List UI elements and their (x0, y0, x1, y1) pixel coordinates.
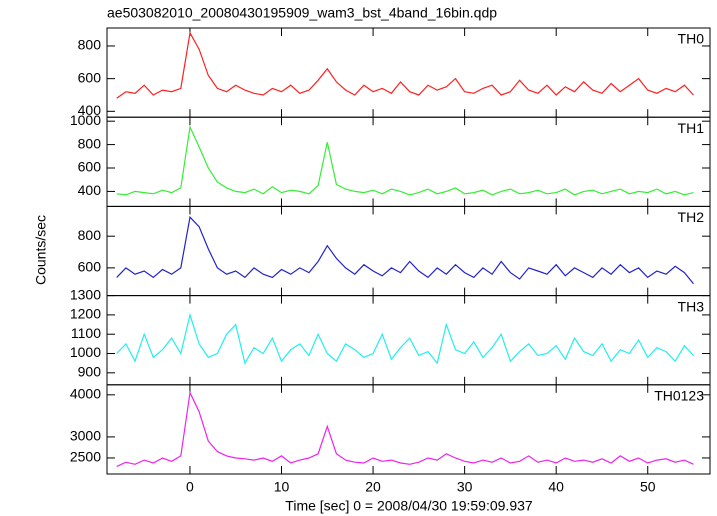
y-tick-label: 2500 (70, 449, 101, 465)
y-tick-label: 400 (78, 102, 102, 118)
x-tick-label: 50 (640, 479, 656, 495)
y-tick-label: 1100 (71, 325, 101, 341)
y-tick-label: 800 (78, 37, 102, 53)
light-curve (117, 127, 694, 195)
y-tick-label: 3000 (70, 428, 101, 444)
y-tick-label: 1200 (70, 306, 101, 322)
y-tick-label: 800 (78, 227, 102, 243)
panel-frame (106, 116, 711, 207)
light-curve (117, 315, 694, 363)
x-tick-label: 30 (457, 479, 473, 495)
y-axis-label: Counts/sec (33, 215, 49, 285)
x-tick-label: 10 (274, 479, 290, 495)
panel-label: TH0 (678, 31, 705, 47)
light-curve (117, 217, 694, 284)
y-tick-label: 600 (78, 259, 102, 275)
panel-label: TH0123 (654, 388, 704, 404)
x-tick-label: 20 (365, 479, 381, 495)
panel-frame (106, 384, 711, 475)
y-tick-label: 600 (78, 159, 102, 175)
y-tick-label: 1000 (70, 112, 101, 128)
y-tick-label: 400 (78, 182, 102, 198)
chart-title: ae503082010_20080430195909_wam3_bst_4ban… (107, 5, 497, 21)
y-tick-label: 600 (78, 69, 102, 85)
x-tick-label: 0 (186, 479, 194, 495)
y-tick-label: 4000 (70, 386, 101, 402)
light-curve (117, 393, 694, 467)
panel-label: TH1 (678, 120, 705, 136)
x-axis-label: Time [sec] 0 = 2008/04/30 19:59:09.937 (285, 498, 533, 514)
panel-label: TH3 (678, 298, 705, 314)
y-tick-label: 1300 (70, 286, 101, 302)
x-tick-label: 40 (548, 479, 564, 495)
y-tick-label: 900 (78, 364, 102, 380)
light-curve (117, 33, 694, 98)
panel-label: TH2 (678, 209, 705, 225)
panel-frame (106, 205, 711, 297)
panel-frame (106, 27, 711, 118)
y-tick-label: 800 (78, 135, 102, 151)
y-tick-label: 1000 (70, 344, 101, 360)
